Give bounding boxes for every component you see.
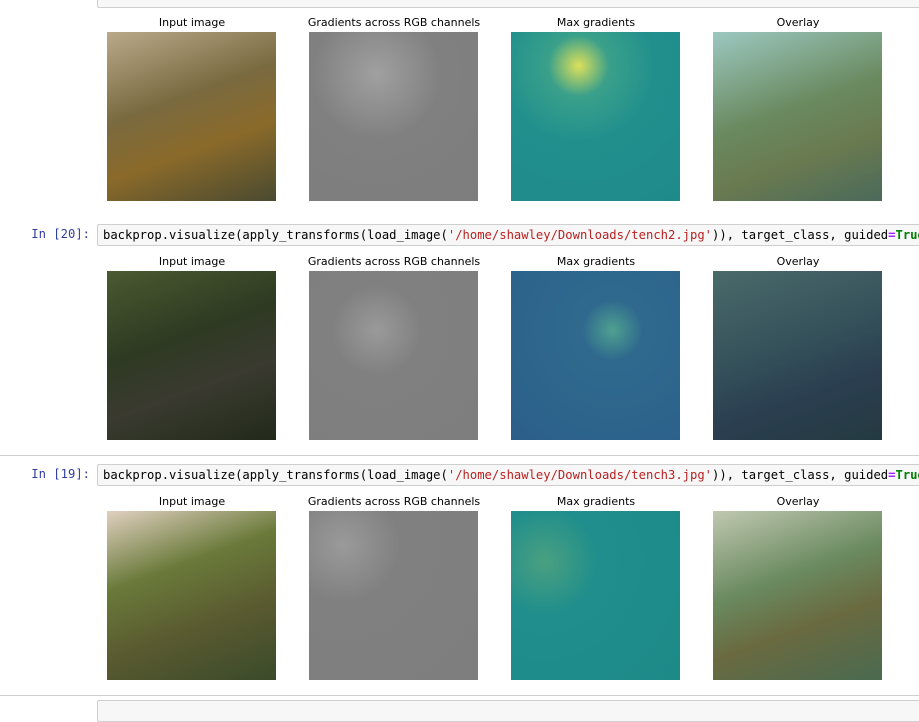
- code-token: '/home/shawley/Downloads/tench3.jpg': [447, 468, 713, 482]
- image: [309, 271, 478, 440]
- code-cell-partial[interactable]: [97, 700, 919, 722]
- code-token: '/home/shawley/Downloads/tench2.jpg': [447, 228, 713, 242]
- cell-separator: [0, 695, 919, 696]
- image: [511, 511, 680, 680]
- code-token: backprop.visualize(apply_transforms(load…: [103, 228, 448, 242]
- image: [309, 511, 478, 680]
- panel-title: Max gradients: [556, 255, 636, 268]
- code-line: backprop.visualize(apply_transforms(load…: [98, 465, 919, 485]
- image: [107, 271, 276, 440]
- panel-title: Overlay: [776, 255, 820, 268]
- panel-title: Overlay: [776, 16, 820, 29]
- panel-title: Max gradients: [556, 16, 636, 29]
- cell-separator: [0, 455, 919, 456]
- image: [107, 511, 276, 680]
- code-token: backprop.visualize(apply_transforms(load…: [103, 468, 448, 482]
- code-token: )), target_class, guided: [712, 468, 889, 482]
- panel-title: Input image: [158, 255, 226, 268]
- code-token: )), target_class, guided: [712, 228, 889, 242]
- image: [713, 271, 882, 440]
- panel-title: Gradients across RGB channels: [307, 495, 481, 508]
- panel-title: Input image: [158, 495, 226, 508]
- image: [107, 32, 276, 201]
- panel-title: Gradients across RGB channels: [307, 16, 481, 29]
- image: [511, 32, 680, 201]
- code-token: True: [895, 468, 919, 482]
- panel-title: Input image: [158, 16, 226, 29]
- code-cell[interactable]: backprop.visualize(apply_transforms(load…: [97, 224, 919, 246]
- panel-title: Overlay: [776, 495, 820, 508]
- image: [713, 511, 882, 680]
- code-token: =: [888, 468, 896, 482]
- code-cell[interactable]: backprop.visualize(apply_transforms(load…: [97, 464, 919, 486]
- code-token: True: [895, 228, 919, 242]
- cell-prompt: In [20]:: [31, 227, 90, 241]
- image: [309, 32, 478, 201]
- panel-title: Max gradients: [556, 495, 636, 508]
- panel-title: Gradients across RGB channels: [307, 255, 481, 268]
- cell-prompt: In [19]:: [31, 467, 90, 481]
- code-token: =: [888, 228, 896, 242]
- image: [511, 271, 680, 440]
- code-cell-partial[interactable]: [97, 0, 919, 8]
- code-line: backprop.visualize(apply_transforms(load…: [98, 225, 919, 245]
- image: [713, 32, 882, 201]
